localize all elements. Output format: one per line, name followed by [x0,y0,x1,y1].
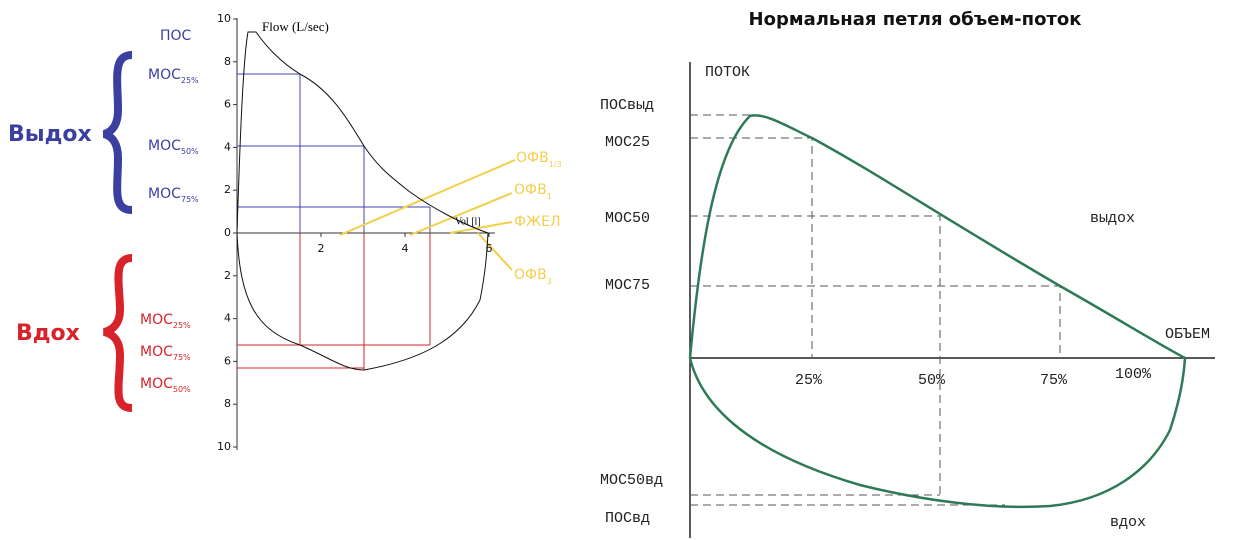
marker-sub: 1 [547,192,552,201]
mos-label: МОС50% [140,376,191,394]
mos-label: МОС25% [140,312,191,330]
y-tick-label: 10 [217,440,231,453]
inspiration-curve [236,232,489,371]
y-tick-label: 8 [224,55,231,68]
percent-label: 50% [918,372,946,389]
left-diagram [102,18,516,450]
mos-text: МОС [148,186,181,202]
expiration-curve [688,114,1186,360]
marker-sub: 1/3 [549,160,562,169]
mos-sub: 25% [181,76,199,85]
blue-guides [237,73,431,233]
mos-text: МОС [148,67,181,83]
expiration-label: Выдох [8,122,92,147]
x-tick-label: 2 [318,242,325,255]
y-axis-label: ПОТОК [705,64,750,81]
expiration-curve [236,31,489,234]
mos-sub: 50% [173,385,191,394]
mos-label: МОС25 [605,134,650,151]
mos-text: МОС [140,312,173,328]
pos-exp: ПОСвыд [600,97,654,114]
mos-sub: 75% [181,195,199,204]
exp-label: выдох [1090,210,1135,227]
y-axis-label: Flow (L/sec) [262,19,329,34]
right-diagram [688,62,1215,538]
mos-sub: 75% [173,353,191,362]
marker-text: ОФВ [516,150,549,166]
percent-label: 75% [1040,372,1068,389]
yellow-pointers [339,159,516,271]
mos-text: МОС [148,138,181,154]
x-axis-label: Vol [l] [455,216,481,227]
marker-label: ФЖЕЛ [514,214,561,230]
y-tick-label: 8 [224,397,231,410]
mos-sub: 25% [173,321,191,330]
x-tick-label: 6 [486,242,493,255]
insp-label: вдох [1110,514,1146,531]
inspiration-curve [688,357,1187,509]
title: Нормальная петля объем-поток [749,9,1082,30]
mos-label: МОС25% [148,67,199,85]
y-tick-label: 6 [224,354,231,367]
x-axis-label: ОБЪЕМ [1165,326,1210,343]
red-brace [102,254,133,412]
marker-sub: 3 [547,277,552,286]
marker-label: ОФВ1 [514,182,552,201]
mos-text: МОС [140,344,173,360]
mos-label: МОС75 [605,277,650,294]
y-tick-label: 2 [224,183,231,196]
y-tick-label: 0 [224,226,231,239]
mos-text: МОС [140,376,173,392]
pos-label: ПОС [160,28,192,44]
red-guides [237,233,431,370]
inspiration-label: Вдох [16,321,80,346]
y-tick-label: 2 [224,269,231,282]
blue-brace [102,51,133,214]
mos-label: МОС50 [605,210,650,227]
marker-label: ОФВ1/3 [516,150,562,169]
y-tick-label: 4 [224,140,231,153]
mos-sub: 50% [181,147,199,156]
y-tick-label: 6 [224,98,231,111]
percent-label: 100% [1115,366,1152,383]
mos-label: МОС75% [140,344,191,362]
y-tick-label: 4 [224,312,231,325]
mos-label: МОС75% [148,186,199,204]
mos-label: МОС50% [148,138,199,156]
mos-insp: МОС50вд [600,472,663,489]
marker-text: ОФВ [514,182,547,198]
pos-insp: ПОСвд [605,510,650,527]
marker-label: ОФВ3 [514,267,552,286]
y-tick-label: 10 [217,12,231,25]
marker-text: ОФВ [514,267,547,283]
percent-label: 25% [795,372,823,389]
x-tick-label: 4 [402,242,409,255]
